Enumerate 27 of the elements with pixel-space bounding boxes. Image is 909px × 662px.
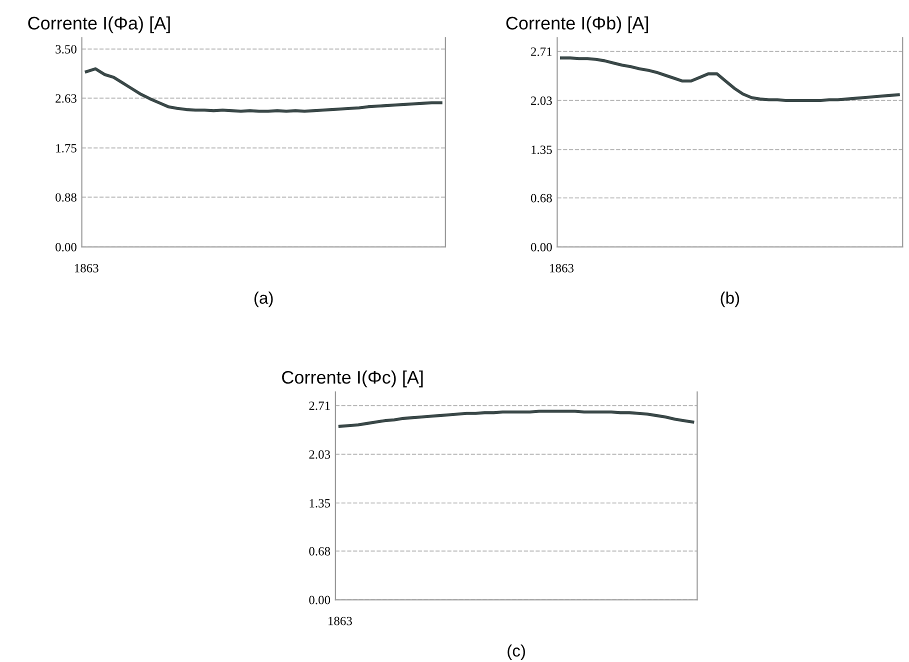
x-axis-title: (a) bbox=[254, 292, 273, 308]
y-tick-label: 1.75 bbox=[56, 144, 76, 152]
y-tick-label: 2.03 bbox=[531, 96, 552, 106]
y-tick-label: 2.71 bbox=[531, 48, 552, 56]
y-tick-label: 0.68 bbox=[530, 194, 552, 202]
x-tick-label: 1863 bbox=[74, 264, 98, 272]
chart-title: Corrente I(Φb) [A] bbox=[506, 16, 648, 34]
x-tick-label: 1863 bbox=[328, 616, 352, 626]
x-tick-label: 1863 bbox=[550, 264, 574, 272]
y-tick-label: 1.35 bbox=[310, 499, 330, 508]
y-tick-label: 2.03 bbox=[309, 450, 330, 459]
y-tick-label: 3.50 bbox=[56, 45, 76, 54]
chart-title: Corrente I(Φc) [A] bbox=[282, 370, 423, 388]
y-tick-label: 0.68 bbox=[309, 547, 330, 556]
x-axis-title: (b) bbox=[720, 292, 740, 308]
line-series bbox=[338, 410, 694, 428]
y-tick-label: 0.88 bbox=[56, 193, 76, 202]
y-tick-label: 2.63 bbox=[56, 94, 76, 103]
line-series bbox=[560, 56, 900, 102]
y-tick-label: 0.00 bbox=[309, 596, 330, 604]
y-tick-label: 2.71 bbox=[309, 402, 330, 410]
y-tick-label: 0.00 bbox=[530, 242, 552, 252]
y-tick-label: 0.00 bbox=[56, 242, 76, 252]
y-tick-label: 1.35 bbox=[532, 146, 552, 154]
x-axis-title: (c) bbox=[508, 644, 525, 660]
chart-title: Corrente I(Φa) [A] bbox=[28, 16, 170, 34]
line-series bbox=[84, 67, 442, 113]
